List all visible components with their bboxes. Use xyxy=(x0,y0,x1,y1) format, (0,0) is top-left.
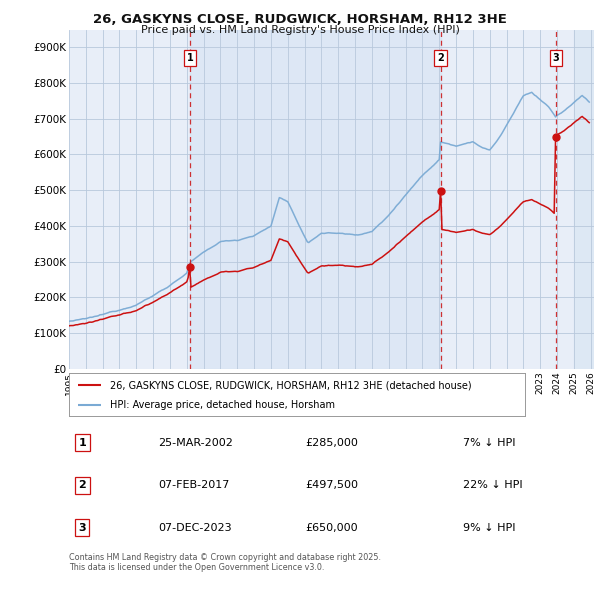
Text: 3: 3 xyxy=(552,53,559,63)
Text: 25-MAR-2002: 25-MAR-2002 xyxy=(158,438,233,448)
Text: £497,500: £497,500 xyxy=(305,480,358,490)
Text: 2: 2 xyxy=(437,53,444,63)
Bar xyxy=(190,30,440,369)
Text: 07-DEC-2023: 07-DEC-2023 xyxy=(158,523,232,533)
Text: 26, GASKYNS CLOSE, RUDGWICK, HORSHAM, RH12 3HE: 26, GASKYNS CLOSE, RUDGWICK, HORSHAM, RH… xyxy=(93,13,507,26)
Text: Price paid vs. HM Land Registry's House Price Index (HPI): Price paid vs. HM Land Registry's House … xyxy=(140,25,460,35)
Text: 22% ↓ HPI: 22% ↓ HPI xyxy=(463,480,523,490)
Text: £285,000: £285,000 xyxy=(305,438,358,448)
Text: 2: 2 xyxy=(78,480,86,490)
Text: 07-FEB-2017: 07-FEB-2017 xyxy=(158,480,230,490)
Text: 1: 1 xyxy=(78,438,86,448)
Text: 7% ↓ HPI: 7% ↓ HPI xyxy=(463,438,515,448)
Text: 26, GASKYNS CLOSE, RUDGWICK, HORSHAM, RH12 3HE (detached house): 26, GASKYNS CLOSE, RUDGWICK, HORSHAM, RH… xyxy=(110,381,472,391)
Text: 9% ↓ HPI: 9% ↓ HPI xyxy=(463,523,515,533)
Bar xyxy=(574,30,599,369)
Text: 3: 3 xyxy=(79,523,86,533)
Text: Contains HM Land Registry data © Crown copyright and database right 2025.
This d: Contains HM Land Registry data © Crown c… xyxy=(69,553,381,572)
Text: 1: 1 xyxy=(187,53,194,63)
Text: £650,000: £650,000 xyxy=(305,523,358,533)
Text: HPI: Average price, detached house, Horsham: HPI: Average price, detached house, Hors… xyxy=(110,401,335,410)
